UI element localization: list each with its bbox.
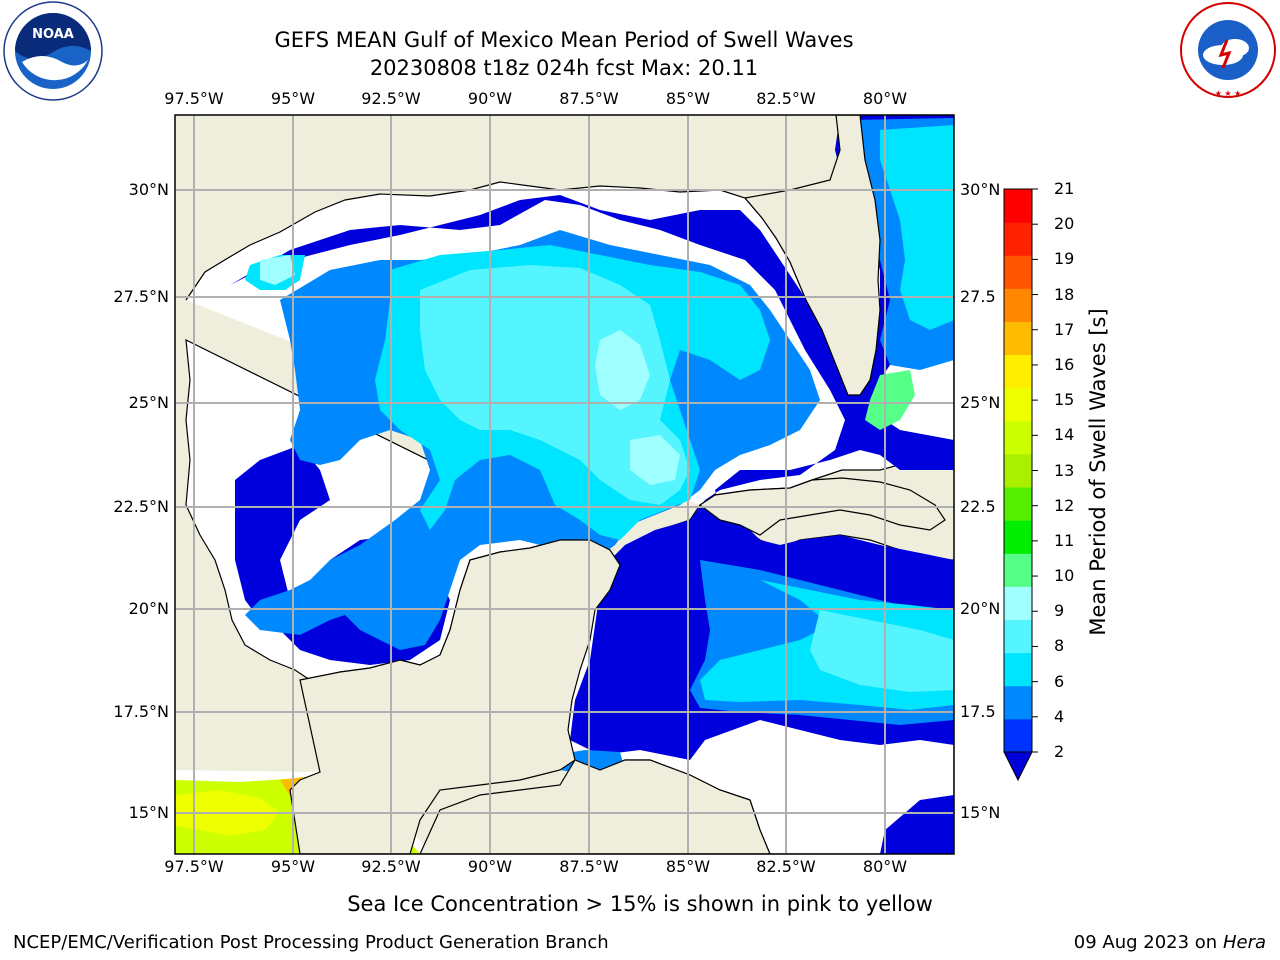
colorbar [1003,188,1038,782]
colorbar-segment [1004,520,1032,554]
colorbar-tick-label: 11 [1054,530,1075,550]
lon-label-bottom: 82.5°W [756,857,816,876]
colorbar-segment [1004,189,1032,223]
lon-label-bottom: 95°W [270,857,316,876]
colorbar-segment [1004,321,1032,356]
colorbar-tick-label: 6 [1054,671,1065,691]
lon-label-top: 90°W [467,89,513,108]
florida-land [743,115,881,396]
colorbar-segment [1004,222,1032,256]
lon-label-bottom: 87.5°W [559,857,619,876]
lon-label-top: 80°W [862,89,908,108]
lon-label-top: 87.5°W [559,89,619,108]
graticule [175,115,954,854]
lon-label-top: 97.5°W [164,89,224,108]
colorbar-tick-label: 8 [1054,636,1065,656]
colorbar-segment [1004,354,1032,389]
lat-label-left: 22.5°N [113,497,169,516]
colorbar-segment [1004,288,1032,322]
map-subtitle: 20230808 t18z 024h fcst Max: 20.11 [369,56,759,80]
map-frame [174,114,955,855]
lat-label-right: 20°N [960,599,1001,618]
lat-label-right: 27.5 [960,287,996,306]
lat-label-right: 25°N [960,393,1001,412]
lon-label-top: 85°W [665,89,711,108]
colorbar-tick-label: 17 [1054,319,1075,339]
colorbar-segment [1004,255,1032,289]
colorbar-segment [1004,619,1032,654]
lon-label-bottom: 97.5°W [164,857,224,876]
colorbar-segment [1004,586,1032,621]
lat-label-right: 22.5 [960,497,996,516]
lon-label-bottom: 85°W [665,857,711,876]
host-name: Hera [1222,932,1266,953]
lat-label-right: 15°N [960,803,1001,822]
lat-label-left: 20°N [128,599,169,618]
lon-label-top: 95°W [270,89,316,108]
nws-logo: ★ ★ ★ [1180,2,1276,98]
lat-label-left: 25°N [128,393,169,412]
colorbar-segment [1004,387,1032,422]
colorbar-segment [1004,487,1032,521]
lat-label-left: 17.5°N [113,702,169,721]
colorbar-tick-label: 14 [1054,425,1075,445]
colorbar-label: Mean Period of Swell Waves [s] [1086,308,1110,636]
svg-text:★ ★ ★: ★ ★ ★ [1215,89,1242,98]
colorbar-tick-label: 4 [1054,706,1065,726]
lat-label-left: 15°N [128,803,169,822]
colorbar-tick-label: 9 [1054,601,1065,621]
central-america-land [419,759,771,854]
colorbar-segment [1004,453,1032,488]
lat-label-left: 27.5°N [113,287,169,306]
noaa-logo: NOAA [3,1,103,101]
lon-label-bottom: 92.5°W [361,857,421,876]
colorbar-segment [1004,718,1032,753]
colorbar-tick-label: 16 [1054,354,1075,374]
lon-label-top: 92.5°W [361,89,421,108]
colorbar-tick-label: 19 [1054,249,1075,269]
colorbar-tick-label: 12 [1054,495,1075,515]
lon-label-bottom: 90°W [467,857,513,876]
lat-label-right: 17.5 [960,702,996,721]
colorbar-tick-label: 15 [1054,390,1075,410]
colorbar-extend-arrow [1003,751,1033,782]
date-text: 09 Aug 2023 on [1073,932,1218,953]
colorbar-tick-label: 18 [1054,284,1075,304]
colorbar-tick-label: 13 [1054,460,1075,480]
lat-label-right: 30°N [960,180,1001,199]
colorbar-segment [1004,652,1032,687]
lon-label-top: 82.5°W [756,89,816,108]
colorbar-tick-label: 10 [1054,566,1075,586]
credit-line: NCEP/EMC/Verification Post Processing Pr… [13,932,609,953]
colorbar-segment [1004,420,1032,455]
lat-label-left: 30°N [128,180,169,199]
sea-ice-note: Sea Ice Concentration > 15% is shown in … [347,892,933,916]
map-title: GEFS MEAN Gulf of Mexico Mean Period of … [274,28,854,52]
colorbar-tick-label: 20 [1054,214,1075,234]
colorbar-segment [1004,553,1032,587]
colorbar-segment [1004,685,1032,720]
colorbar-tick-label: 2 [1054,742,1065,761]
colorbar-tick-label: 21 [1054,179,1075,198]
noaa-logo-text: NOAA [32,27,74,42]
generated-date: 09 Aug 2023 on Hera [1074,933,1266,953]
lon-label-bottom: 80°W [862,857,908,876]
yucatan-land [289,539,621,854]
